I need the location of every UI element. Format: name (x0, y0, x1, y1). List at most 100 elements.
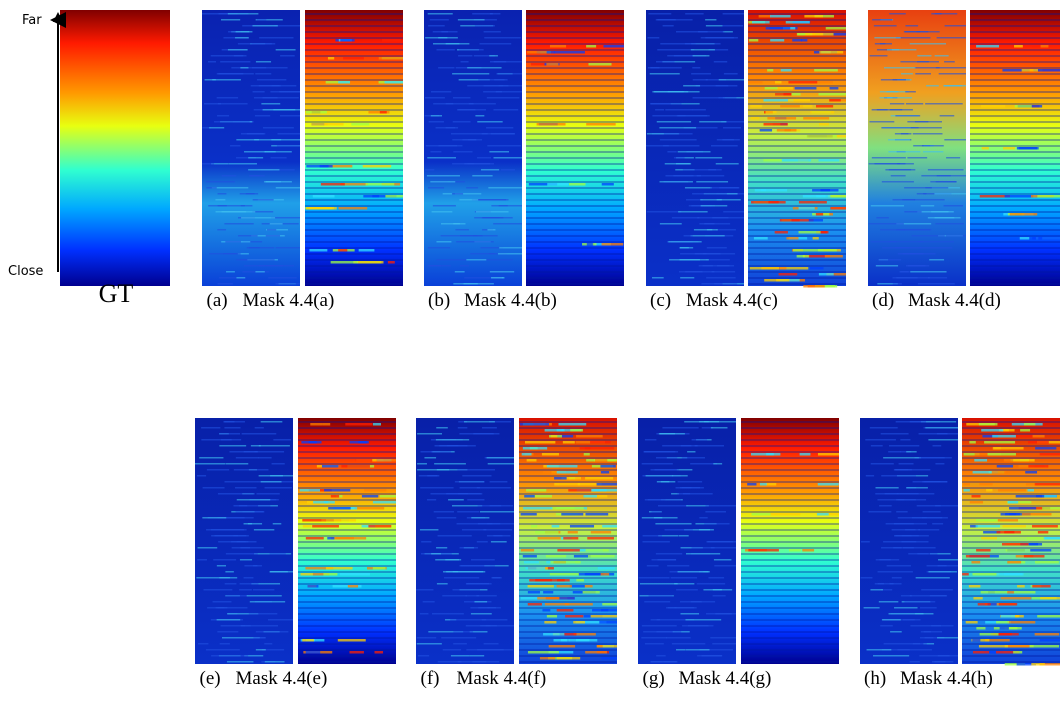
stripe (970, 97, 1060, 99)
stripe (441, 31, 458, 33)
stripe (910, 271, 947, 273)
stripe (298, 451, 396, 453)
stripe (926, 85, 939, 87)
stripe (879, 43, 892, 45)
stripe (305, 115, 403, 117)
stripe (582, 591, 600, 594)
stripe (527, 651, 559, 654)
stripe (672, 475, 688, 477)
stripe (542, 609, 551, 612)
stripe (924, 637, 934, 639)
stripe (870, 241, 897, 243)
stripe (741, 625, 839, 627)
stripe (748, 67, 846, 69)
stripe (475, 211, 509, 213)
stripe (526, 265, 624, 267)
stripe (685, 649, 710, 651)
stripe (586, 123, 616, 126)
stripe (684, 43, 721, 45)
panel: (f) Mask 4.4(f) (416, 418, 617, 689)
stripe (436, 547, 448, 549)
stripe (1028, 465, 1049, 468)
stripe (479, 511, 514, 513)
stripe (748, 157, 846, 159)
stripe (779, 279, 800, 282)
output-image (305, 10, 403, 286)
stripe (710, 187, 739, 189)
stripe (372, 501, 396, 504)
stripe (469, 655, 485, 657)
stripe (493, 157, 522, 159)
stripe (457, 427, 468, 429)
stripe (556, 471, 578, 474)
stripe (880, 625, 893, 627)
stripe (741, 511, 839, 513)
stripe (704, 523, 730, 525)
input-image (424, 10, 522, 286)
stripe (972, 573, 1000, 576)
stripe (519, 577, 617, 579)
stripe (741, 547, 839, 549)
stripe (648, 13, 672, 15)
stripe (641, 637, 667, 639)
stripe (431, 553, 441, 555)
stripe (529, 579, 552, 582)
stripe (741, 427, 839, 429)
stripe (748, 187, 846, 189)
stripe (225, 571, 234, 573)
stripe (298, 427, 396, 429)
stripe (814, 69, 838, 72)
stripe (657, 505, 688, 507)
stripe (741, 577, 839, 579)
stripe (298, 433, 396, 435)
stripe (692, 67, 701, 69)
stripe (741, 583, 839, 585)
stripe (528, 183, 558, 186)
stripe (883, 541, 917, 543)
stripe (224, 421, 235, 423)
stripe (963, 489, 970, 492)
stripe (879, 559, 891, 561)
stripe (888, 151, 921, 153)
stripe (427, 475, 438, 477)
stripe (886, 565, 911, 567)
stripe (667, 55, 695, 57)
stripe (424, 457, 437, 459)
stripe (641, 517, 678, 519)
stripe (883, 457, 921, 459)
stripe (810, 111, 835, 114)
stripe (458, 421, 468, 423)
stripe (1007, 501, 1019, 504)
stripe (519, 631, 617, 633)
stripe (815, 213, 824, 216)
stripe (472, 175, 493, 177)
stripe (907, 157, 928, 159)
stripe (770, 15, 791, 18)
panel-label: (g) (643, 668, 665, 689)
stripe (526, 97, 624, 99)
stripe (323, 573, 338, 576)
stripe (818, 273, 834, 276)
stripe (934, 13, 958, 15)
stripe (462, 475, 492, 477)
stripe (787, 99, 811, 102)
stripe (537, 537, 561, 540)
stripe (524, 441, 556, 444)
stripe (919, 655, 950, 657)
stripe (485, 625, 514, 627)
stripe (556, 585, 572, 588)
stripe (962, 445, 1060, 447)
stripe (312, 195, 335, 198)
stripe (983, 531, 1001, 534)
stripe (741, 595, 839, 597)
stripe (519, 559, 617, 561)
stripe (741, 433, 839, 435)
stripe (526, 277, 624, 279)
stripe (526, 145, 624, 147)
stripe (229, 451, 258, 453)
stripe (722, 13, 744, 15)
stripe (602, 603, 617, 606)
stripe (258, 445, 290, 447)
stripe (265, 235, 280, 237)
stripe (298, 511, 396, 513)
